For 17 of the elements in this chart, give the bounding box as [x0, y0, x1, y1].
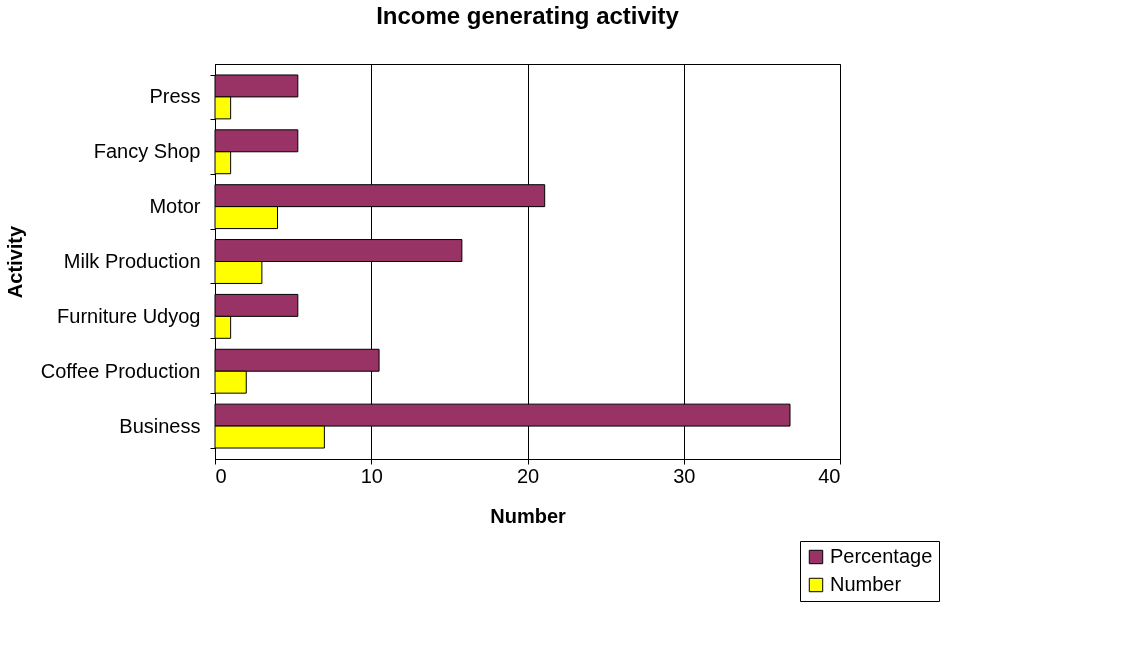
chart-title: Income generating activity — [376, 2, 680, 29]
legend-label: Percentage — [830, 545, 933, 567]
x-axis-title: Number — [490, 504, 566, 527]
y-tick-label: Press — [149, 85, 201, 108]
y-tick-label: Milk Production — [63, 250, 201, 272]
y-tick-label: Furniture Udyog — [57, 304, 201, 327]
x-tick-label: 40 — [818, 464, 841, 487]
x-tick-label: 0 — [215, 464, 227, 487]
y-tick-label: Coffee Production — [40, 359, 201, 382]
y-tick-label: Fancy Shop — [93, 140, 201, 163]
x-tick-label: 20 — [516, 464, 540, 487]
y-tick-label: Motor — [149, 195, 201, 218]
x-tick-label: 10 — [360, 464, 383, 487]
y-axis-title: Activity — [3, 225, 26, 299]
legend-label: Number — [830, 573, 902, 595]
y-tick-label: Business — [119, 414, 201, 437]
x-tick-label: 30 — [673, 464, 696, 487]
